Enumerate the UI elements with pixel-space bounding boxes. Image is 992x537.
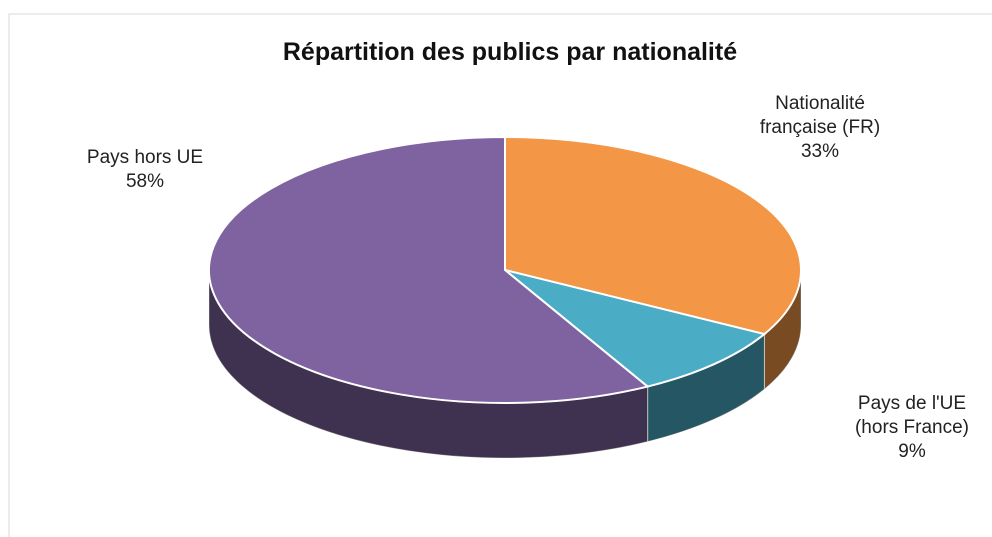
value-label: 58% xyxy=(125,171,165,192)
data-label: Pays de l'UE (hors France) 9% xyxy=(832,392,992,464)
chart-border xyxy=(8,13,992,537)
side-shade xyxy=(647,334,765,442)
value-label: 33% xyxy=(800,141,840,162)
slice xyxy=(504,135,802,336)
category-label: Nationalité française (FR) xyxy=(759,93,881,138)
side-shade xyxy=(209,270,648,458)
data-label: Pays hors UE 58% xyxy=(45,146,245,194)
data-label: Nationalité française (FR) 33% xyxy=(725,92,915,164)
slice xyxy=(208,135,650,404)
value-label: 9% xyxy=(898,441,926,462)
chart-title: Répartition des publics par nationalité xyxy=(282,38,738,66)
slice xyxy=(504,269,767,388)
side-shade xyxy=(764,270,801,390)
category-label: Pays de l'UE (hors France) xyxy=(854,393,970,438)
category-label: Pays hors UE xyxy=(86,147,204,168)
